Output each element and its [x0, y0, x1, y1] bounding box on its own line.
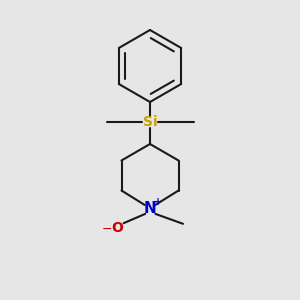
Text: −: − — [102, 223, 112, 236]
Text: N: N — [144, 201, 156, 216]
Text: Si: Si — [143, 115, 157, 128]
Text: +: + — [154, 197, 163, 207]
Text: O: O — [111, 221, 123, 235]
